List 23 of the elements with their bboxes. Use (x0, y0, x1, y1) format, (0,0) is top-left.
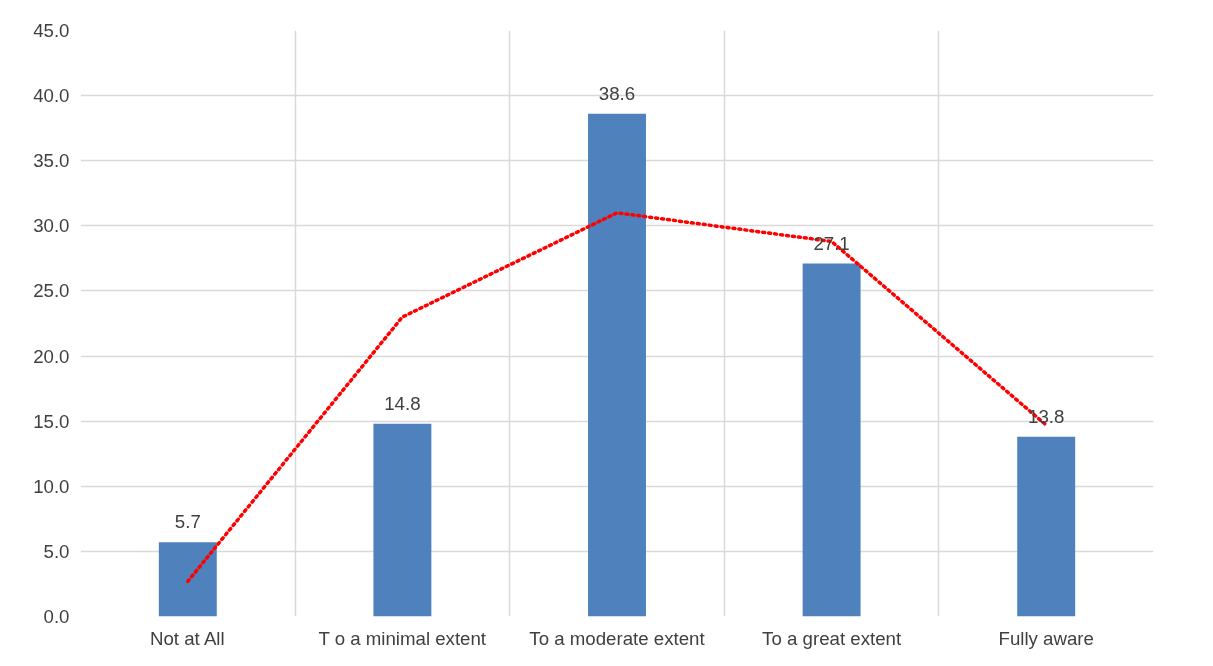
x-tick-label: Fully aware (998, 627, 1094, 649)
bar (1017, 436, 1076, 617)
text: 20.0 (33, 345, 70, 367)
x-tick-label: To a great extent (762, 627, 902, 649)
bar (373, 423, 432, 617)
x-tick-label: T o a minimal extent (318, 627, 487, 649)
text: 35.0 (33, 150, 70, 172)
data-label: 38.6 (598, 82, 636, 104)
bar (158, 542, 217, 617)
x-tick-label: Not at All (149, 627, 225, 649)
text: 10.0 (33, 475, 70, 497)
text: 45.0 (33, 20, 70, 41)
text: 5.0 (43, 540, 70, 562)
text: 15.0 (33, 410, 70, 432)
x-tick-label: To a moderate extent (529, 627, 706, 649)
text: 40.0 (33, 85, 70, 107)
data-label: 5.7 (174, 511, 201, 533)
bar (802, 263, 861, 617)
data-label: 14.8 (384, 392, 421, 414)
text: 25.0 (33, 280, 70, 302)
text: 0.0 (43, 606, 70, 627)
text: 30.0 (33, 215, 70, 237)
bar (588, 113, 646, 617)
